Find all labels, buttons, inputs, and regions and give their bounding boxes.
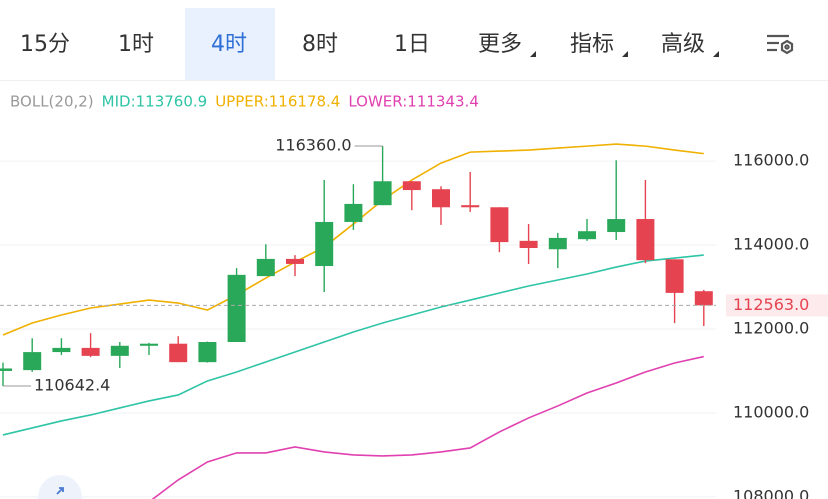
annotation-label: 116360.0 [275,135,351,154]
candle-body [607,219,626,233]
dropdown-arrow [713,51,719,57]
candle-body [140,343,158,346]
legend-entry: UPPER:116178.4 [215,93,340,111]
indicator-name: BOLL(20,2) [10,93,94,111]
tab[interactable]: 4时 [211,32,247,57]
candle-body [256,258,275,277]
candle-body [227,274,246,343]
legend-entry: LOWER:111343.4 [348,93,479,111]
y-tick-label: 112000.0 [733,319,809,338]
tab[interactable]: 8时 [302,32,338,57]
tab[interactable]: 指标 [570,32,614,57]
tab[interactable]: 1日 [394,32,430,57]
annotation-label: 110642.4 [34,375,110,394]
dropdown-arrow [530,51,536,57]
candle-body [519,240,538,248]
candle-body [578,231,596,240]
last-price-label: 112563.0 [733,295,809,314]
candle-body [344,203,363,222]
float-button[interactable] [38,475,82,499]
candle-body [694,291,713,306]
y-tick-label: 116000.0 [733,151,809,170]
settings-icon[interactable] [767,34,794,55]
band-line [2,254,704,436]
candle-body [432,189,450,208]
candle-body [81,347,100,356]
candle-body [548,237,567,250]
tab-bar: 15分 1时 4时 8时 1日 更多 指标 高级 [20,8,719,80]
candle-body [0,368,12,371]
candle-body [636,219,655,261]
candle-body [402,181,421,191]
candle-body [169,343,188,363]
candle-body [665,259,684,293]
tab[interactable]: 更多 [478,32,522,57]
candle-body [490,207,509,243]
y-tick-label: 114000.0 [733,235,809,254]
candle-body [52,347,71,353]
candle-body [373,181,392,206]
candle-body [286,258,304,264]
tab[interactable]: 1时 [118,32,154,57]
band-line [151,355,704,499]
last-price-bg [726,294,828,317]
candle-body [23,352,42,371]
candle-body [198,342,217,363]
tab[interactable]: 高级 [661,32,705,57]
candle-body [315,221,334,267]
tab-selected-bg [185,8,275,80]
candle-body [461,205,480,208]
dropdown-arrow [622,51,628,57]
tab[interactable]: 15分 [20,32,70,57]
y-tick-label: 110000.0 [733,402,809,421]
float-button-icon [56,487,64,495]
legend-entry: MID:113760.9 [102,93,208,111]
band-line [2,143,704,336]
indicator-header: BOLL(20,2) MID:113760.9 UPPER:116178.4 LOWE… [10,93,479,111]
y-tick-label: 108000.0 [733,486,809,499]
candle-body [110,345,129,356]
